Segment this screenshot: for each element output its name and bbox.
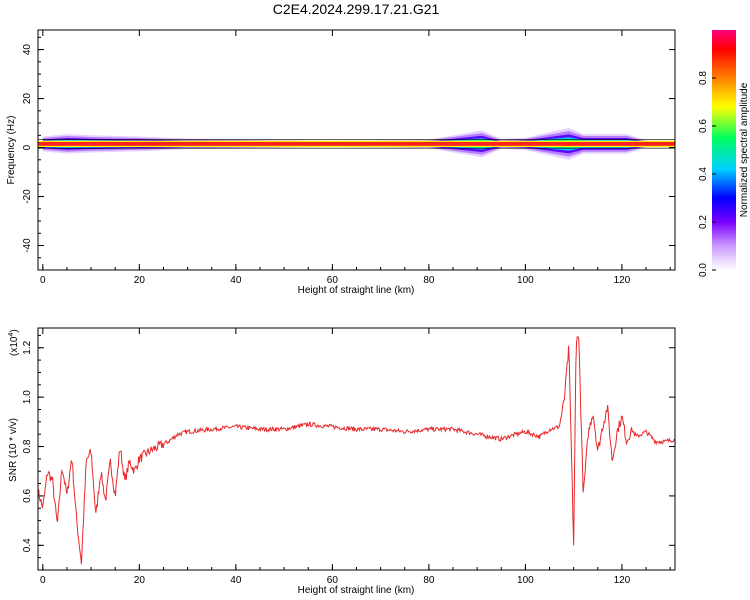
colorbar-label: Normalized spectral amplitude (739, 82, 750, 217)
spectrogram-ylabel: Frequency (Hz) (6, 116, 17, 185)
snr-ytick-label: 0.6 (22, 489, 33, 503)
spectrogram-xtick-label: 120 (614, 275, 631, 286)
colorbar-ramp (712, 30, 736, 270)
spectrogram-xtick-label: 20 (134, 275, 146, 286)
spectrogram-xtick-label: 80 (423, 275, 435, 286)
spectrogram-ytick-label: 20 (22, 93, 33, 105)
snr-ytick-label: 1.2 (22, 340, 33, 354)
colorbar-tick-label: 0.6 (698, 119, 709, 133)
colorbar: 0.0 0.2 0.4 0.6 0.8 Normalized spectral ampl… (698, 30, 750, 277)
spectrogram-ytick-label: 0 (22, 144, 33, 150)
spectrogram-panel: 0 20 40 60 80 100 120 -40 -20 0 20 40 Height of str… (6, 29, 676, 296)
spectrogram-frame (37, 29, 676, 271)
spectrogram-band (38, 127, 675, 160)
snr-panel: 0 20 40 60 80 100 120 0.4 0.6 0.8 1.0 1.2 Height of… (8, 327, 676, 596)
spectrogram-ytick-label: -40 (22, 238, 33, 253)
snr-multiplier-base: (x10 (9, 336, 20, 356)
spectrogram-band-core (38, 141, 675, 146)
snr-ytick-label: 0.8 (22, 439, 33, 453)
snr-ytick-label: 1.0 (22, 390, 33, 404)
spectrogram-xtick-label: 40 (230, 275, 242, 286)
colorbar-ticks: 0.0 0.2 0.4 0.6 0.8 (698, 71, 716, 277)
snr-xlabel: Height of straight line (km) (298, 585, 415, 596)
snr-ylabel: SNR (10 * v/v) (8, 418, 19, 482)
snr-axes: 0 20 40 60 80 100 120 0.4 0.6 0.8 1.0 1.2 (22, 328, 675, 586)
colorbar-tick-label: 0.2 (698, 215, 709, 229)
colorbar-tick-label: 0.0 (698, 263, 709, 277)
snr-multiplier-exp: 4 (8, 333, 15, 337)
spectrogram-xlabel: Height of straight line (km) (298, 285, 415, 296)
snr-xtick-label: 20 (134, 575, 146, 586)
figure-title: C2E4.2024.299.17.21.G21 (273, 1, 440, 17)
snr-xtick-label: 100 (517, 575, 534, 586)
snr-series-line (38, 336, 675, 565)
spectrogram-xtick-label: 100 (517, 275, 534, 286)
snr-xtick-label: 40 (230, 575, 242, 586)
colorbar-tick-label: 0.8 (698, 71, 709, 85)
snr-xtick-label: 60 (327, 575, 339, 586)
snr-xtick-label: 80 (423, 575, 435, 586)
spectrogram-xtick-label: 60 (327, 275, 339, 286)
spectrogram-xtick-label: 0 (40, 275, 46, 286)
spectrogram-ytick-label: -20 (22, 189, 33, 204)
colorbar-tick-label: 0.4 (698, 167, 709, 181)
snr-xtick-label: 0 (40, 575, 46, 586)
spectrogram-ytick-label: 40 (22, 44, 33, 56)
snr-xtick-label: 120 (614, 575, 631, 586)
snr-multiplier: (x104) (8, 329, 20, 356)
snr-frame (37, 327, 676, 571)
spectrogram-axes: 0 20 40 60 80 100 120 -40 -20 0 20 40 (22, 30, 675, 286)
snr-ytick-label: 0.4 (22, 538, 33, 552)
snr-multiplier-close: ) (9, 329, 20, 332)
